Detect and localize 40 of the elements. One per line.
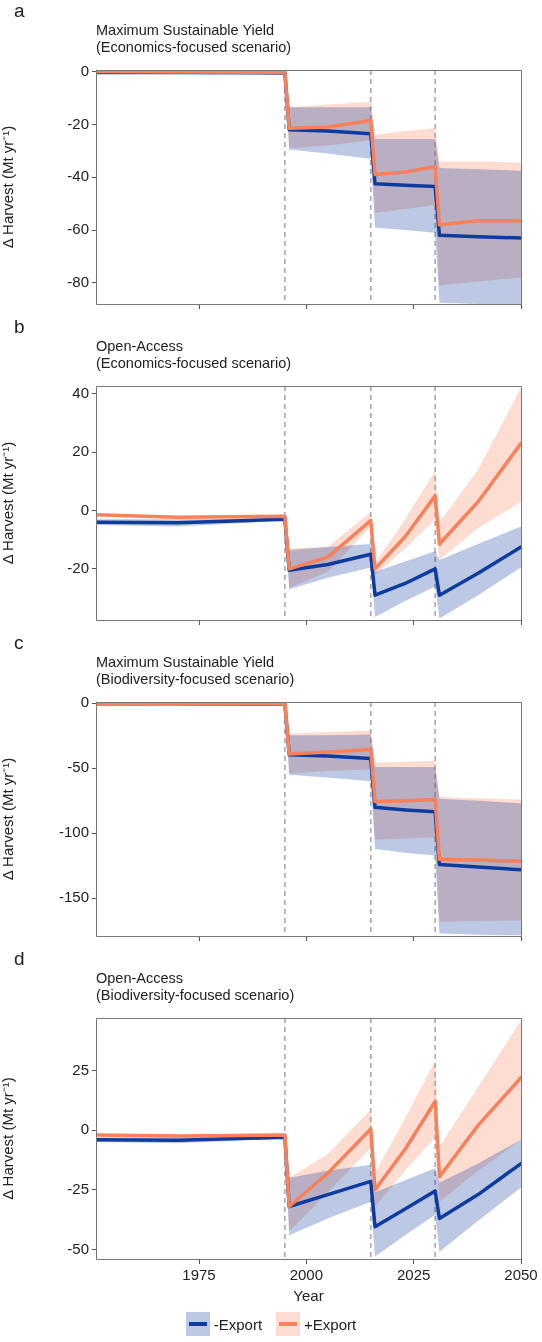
y-tick-label: -20 [67, 114, 89, 132]
text: d [13, 948, 26, 970]
y-tick-label: -20 [67, 559, 89, 577]
text: a [13, 0, 26, 22]
y-tick-label: -50 [67, 1239, 89, 1257]
chart-subtitle: (Biodiversity-focused scenario) [96, 987, 296, 1004]
y-tick-label: 0 [80, 693, 89, 711]
legend-label: -Export [213, 1315, 263, 1333]
y-tick-label: -50 [67, 758, 89, 776]
y-tick-label: -60 [67, 220, 89, 238]
x-tick-label: 2050 [504, 1266, 538, 1284]
y-axis-title: Δ Harvest (Mt yr⁻¹) [0, 1077, 17, 1200]
y-tick-label: -80 [67, 273, 89, 291]
y-axis-title: Δ Harvest (Mt yr⁻¹) [0, 125, 17, 249]
y-tick-label: 20 [72, 442, 89, 460]
y-axis-title: Δ Harvest (Mt yr⁻¹) [0, 441, 17, 565]
chart-title: Maximum Sustainable Yield [96, 654, 276, 671]
text: c [13, 632, 25, 654]
text: b [13, 316, 26, 338]
y-tick-label: 0 [80, 61, 89, 79]
x-tick-label: 1975 [182, 1266, 216, 1284]
y-axis-title: Δ Harvest (Mt yr⁻¹) [0, 757, 17, 881]
x-tick-label: 2000 [289, 1266, 324, 1284]
y-tick-label: -25 [67, 1179, 89, 1197]
chart-subtitle: (Economics-focused scenario) [96, 355, 293, 372]
x-axis-title: Year [293, 1287, 324, 1305]
y-tick-label: 0 [80, 500, 89, 518]
chart-subtitle: (Biodiversity-focused scenario) [96, 671, 296, 688]
legend-label: +Export [304, 1315, 357, 1333]
y-tick-label: -150 [58, 888, 89, 906]
y-tick-label: -100 [58, 823, 89, 841]
chart-title: Open-Access [96, 338, 185, 355]
chart-title: Open-Access [96, 970, 185, 987]
y-tick-label: 0 [80, 1120, 89, 1138]
x-tick-label: 2025 [396, 1266, 431, 1284]
chart-title: Maximum Sustainable Yield [96, 22, 276, 39]
y-tick-label: -40 [67, 167, 89, 185]
chart-subtitle: (Economics-focused scenario) [96, 39, 293, 56]
y-tick-label: 40 [72, 383, 89, 401]
y-tick-label: 25 [72, 1060, 89, 1078]
